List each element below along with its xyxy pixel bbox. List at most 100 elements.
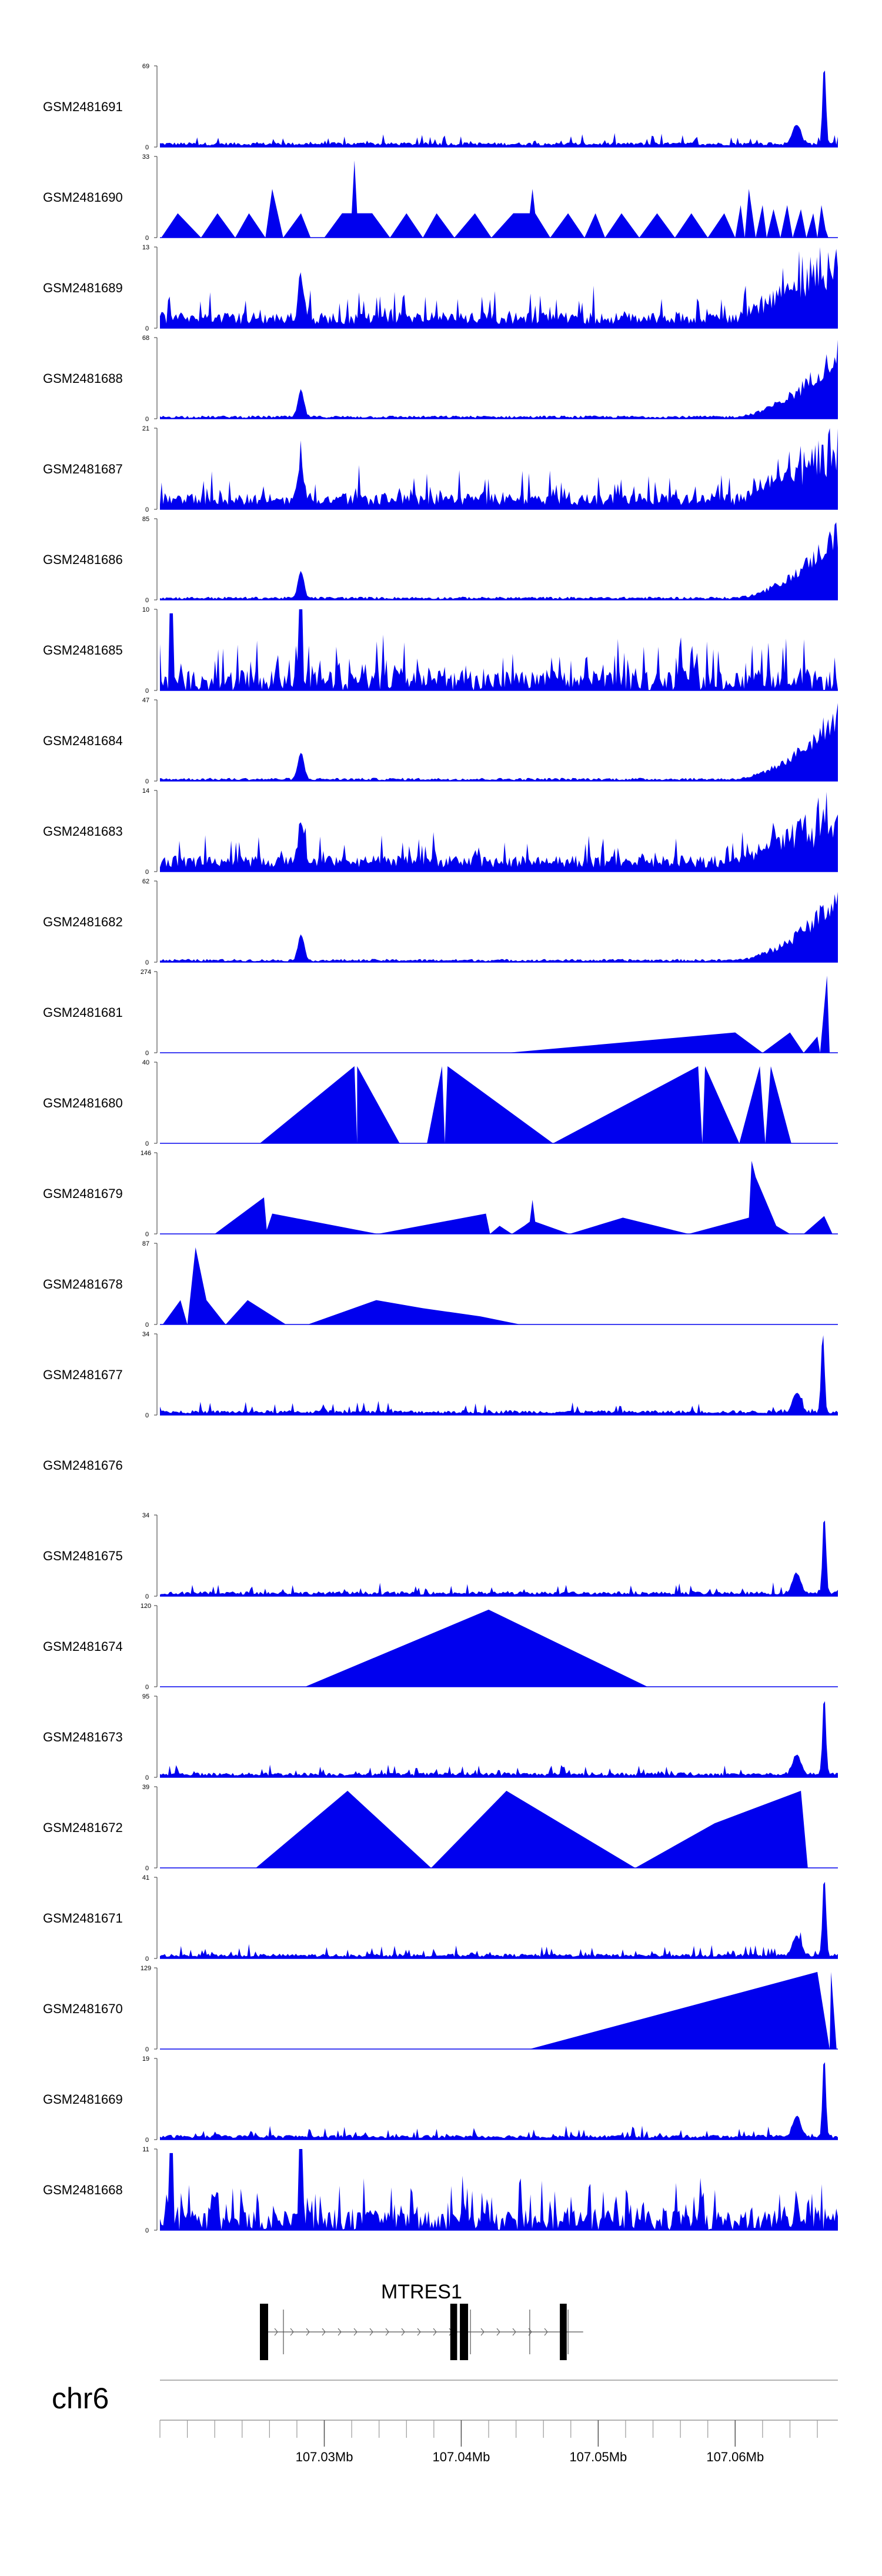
coverage-area xyxy=(160,70,838,148)
y-max-label: 120 xyxy=(141,1603,151,1610)
coverage-area xyxy=(162,1247,520,1324)
coverage-area xyxy=(305,1609,648,1687)
track: GSM2481674 120 0 xyxy=(43,1603,838,1691)
track-label: GSM2481690 xyxy=(43,190,123,205)
y-zero-label: 0 xyxy=(145,597,149,604)
track: GSM2481686 85 0 xyxy=(43,516,838,604)
y-zero-label: 0 xyxy=(145,688,149,695)
y-zero-label: 0 xyxy=(145,1140,149,1147)
y-max-label: 69 xyxy=(142,63,149,70)
track: GSM2481688 68 0 xyxy=(43,335,838,423)
y-max-label: 34 xyxy=(142,1331,149,1338)
y-max-label: 13 xyxy=(142,244,149,251)
track: GSM2481681 274 0 xyxy=(43,969,838,1057)
track: GSM2481672 39 0 xyxy=(43,1784,838,1872)
track: GSM2481673 95 0 xyxy=(43,1693,838,1781)
coverage-area xyxy=(160,522,838,600)
coverage-area xyxy=(507,975,830,1053)
strand-chevron xyxy=(433,2328,437,2336)
coverage-tracks: GSM2481691690GSM2481690330GSM2481689130G… xyxy=(43,63,838,2234)
coverage-area xyxy=(215,1160,833,1234)
coverage-area xyxy=(256,1790,808,1868)
y-zero-label: 0 xyxy=(145,869,149,876)
coverage-area xyxy=(160,1881,838,1958)
y-max-label: 47 xyxy=(142,697,149,704)
track-label: GSM2481683 xyxy=(43,824,123,839)
y-zero-label: 0 xyxy=(145,325,149,332)
y-max-label: 21 xyxy=(142,425,149,432)
y-zero-label: 0 xyxy=(145,2137,149,2144)
track: GSM2481669 19 0 xyxy=(43,2056,838,2144)
track: GSM2481677 34 0 xyxy=(43,1331,838,1419)
track-label: GSM2481670 xyxy=(43,2001,123,2016)
strand-chevron xyxy=(480,2328,485,2336)
coordinate-label: 107.06Mb xyxy=(706,2450,764,2464)
coverage-area xyxy=(160,609,838,690)
coverage-area xyxy=(160,2149,838,2230)
y-max-label: 95 xyxy=(142,1693,149,1700)
track-label: GSM2481668 xyxy=(43,2183,123,2197)
y-zero-label: 0 xyxy=(145,1865,149,1872)
strand-chevron xyxy=(290,2328,294,2336)
track-label: GSM2481679 xyxy=(43,1186,123,1201)
y-zero-label: 0 xyxy=(145,1684,149,1691)
y-zero-label: 0 xyxy=(145,1774,149,1781)
strand-chevron xyxy=(544,2328,548,2336)
y-max-label: 62 xyxy=(142,878,149,885)
coverage-area xyxy=(529,1971,837,2049)
track-label: GSM2481685 xyxy=(43,643,123,658)
track-label: GSM2481680 xyxy=(43,1096,123,1110)
y-max-label: 146 xyxy=(141,1150,151,1157)
coverage-area xyxy=(160,2062,838,2140)
y-zero-label: 0 xyxy=(145,506,149,513)
y-zero-label: 0 xyxy=(145,1322,149,1329)
strand-chevron xyxy=(353,2328,358,2336)
y-zero-label: 0 xyxy=(145,416,149,423)
coverage-area xyxy=(160,703,838,781)
y-max-label: 129 xyxy=(141,1965,151,1972)
coverage-area xyxy=(160,1520,838,1596)
track-label: GSM2481689 xyxy=(43,281,123,295)
track: GSM2481687 21 0 xyxy=(43,425,838,513)
y-zero-label: 0 xyxy=(145,2227,149,2234)
track: GSM2481680 40 0 xyxy=(43,1059,838,1147)
y-zero-label: 0 xyxy=(145,1956,149,1963)
y-max-label: 14 xyxy=(142,788,149,795)
coordinate-label: 107.03Mb xyxy=(296,2450,353,2464)
track: GSM2481684 47 0 xyxy=(43,697,838,785)
y-max-label: 33 xyxy=(142,154,149,161)
strand-chevron xyxy=(417,2328,421,2336)
track: GSM2481676 xyxy=(43,1458,123,1473)
strand-chevron xyxy=(401,2328,405,2336)
strand-chevron xyxy=(385,2328,389,2336)
strand-chevron xyxy=(496,2328,500,2336)
track-label: GSM2481671 xyxy=(43,1911,123,1926)
y-max-label: 39 xyxy=(142,1784,149,1791)
track-label: GSM2481678 xyxy=(43,1277,123,1292)
strand-chevron xyxy=(322,2328,326,2336)
y-zero-label: 0 xyxy=(145,778,149,785)
track: GSM2481679 146 0 xyxy=(43,1150,838,1238)
coverage-area xyxy=(160,892,838,962)
track-label: GSM2481682 xyxy=(43,915,123,929)
y-zero-label: 0 xyxy=(145,144,149,151)
y-zero-label: 0 xyxy=(145,235,149,242)
coverage-area xyxy=(160,428,838,509)
chromosome-label: chr6 xyxy=(52,2382,109,2415)
y-max-label: 68 xyxy=(142,335,149,342)
track-label: GSM2481669 xyxy=(43,2092,123,2107)
coverage-area xyxy=(160,339,838,419)
y-max-label: 40 xyxy=(142,1059,149,1066)
y-max-label: 41 xyxy=(142,1874,149,1881)
track: GSM2481685 10 0 xyxy=(43,606,838,695)
y-max-label: 87 xyxy=(142,1240,149,1247)
coverage-area xyxy=(160,1701,838,1777)
track-label: GSM2481686 xyxy=(43,552,123,567)
strand-chevron xyxy=(306,2328,310,2336)
y-max-label: 11 xyxy=(142,2146,149,2153)
y-zero-label: 0 xyxy=(145,1412,149,1419)
gene-track: MTRES1 xyxy=(260,2281,583,2360)
track-label: GSM2481691 xyxy=(43,99,123,114)
track: GSM2481689 13 0 xyxy=(43,244,838,332)
